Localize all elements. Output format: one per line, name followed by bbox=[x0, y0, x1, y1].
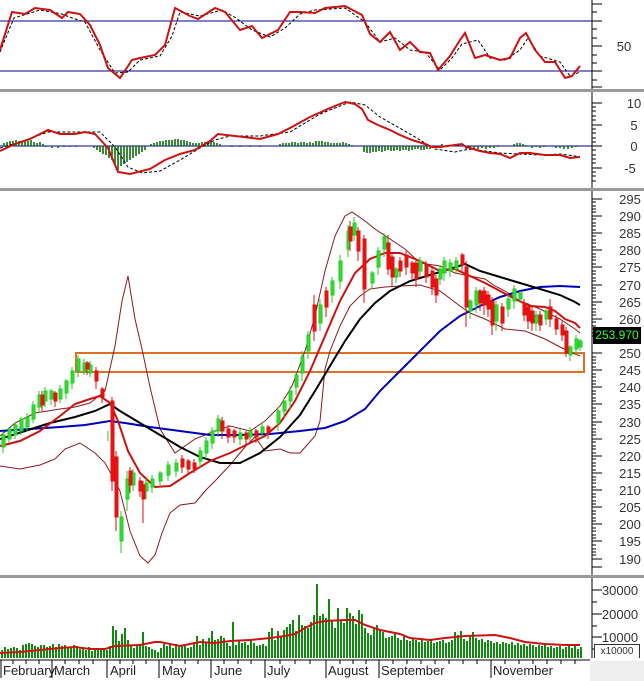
month-label-july: July bbox=[267, 663, 291, 678]
rsi-chart: 50 bbox=[0, 0, 631, 89]
bollinger-upper-band bbox=[0, 211, 581, 454]
price-tick: 245 bbox=[619, 363, 641, 378]
price-candles bbox=[1, 217, 583, 553]
volume-tick-30000: 30000 bbox=[602, 583, 638, 598]
panel-divider bbox=[0, 575, 644, 578]
volume-tick-10000: 10000 bbox=[602, 630, 638, 645]
price-tick: 270 bbox=[619, 278, 641, 293]
price-axis-labels: 295 290 285 280 275 270 265 260 250 245 … bbox=[619, 192, 641, 567]
rsi-signal-line bbox=[0, 7, 581, 77]
price-axis-ticks bbox=[592, 198, 602, 568]
macd-line bbox=[0, 100, 581, 176]
price-tick: 200 bbox=[619, 517, 641, 532]
price-tick: 240 bbox=[619, 380, 641, 395]
price-tick: 215 bbox=[619, 466, 641, 481]
price-tick: 295 bbox=[619, 192, 641, 207]
month-label-march: March bbox=[54, 663, 90, 678]
macd-tick-0: 0 bbox=[630, 139, 637, 154]
price-tick: 230 bbox=[619, 415, 641, 430]
panel-divider bbox=[0, 89, 644, 92]
price-tick: 195 bbox=[619, 534, 641, 549]
macd-tick-neg5: -5 bbox=[624, 161, 636, 176]
macd-axis-ticks bbox=[592, 102, 602, 182]
price-tick: 205 bbox=[619, 500, 641, 515]
macd-tick-5: 5 bbox=[630, 118, 637, 133]
price-tick: 250 bbox=[619, 346, 641, 361]
rsi-tick-50: 50 bbox=[617, 39, 631, 54]
macd-signal-line bbox=[0, 101, 581, 174]
macd-tick-10: 10 bbox=[627, 96, 641, 111]
time-axis: February March April May June July Augus… bbox=[0, 658, 644, 681]
month-label-november: November bbox=[493, 663, 554, 678]
time-axis-ticks bbox=[0, 659, 590, 678]
price-tick: 235 bbox=[619, 397, 641, 412]
rsi-line bbox=[0, 4, 581, 80]
month-label-april: April bbox=[110, 663, 136, 678]
last-price-tag: 253.970 bbox=[593, 327, 641, 344]
panel-divider bbox=[0, 188, 644, 191]
price-tick: 285 bbox=[619, 226, 641, 241]
price-chart: 295 290 285 280 275 270 265 260 250 245 … bbox=[0, 191, 641, 575]
macd-panel: 10 5 0 -5 bbox=[0, 92, 644, 188]
macd-chart: 10 5 0 -5 bbox=[0, 92, 641, 188]
volume-chart: 30000 20000 10000 bbox=[0, 578, 638, 661]
volume-tick-20000: 20000 bbox=[602, 607, 638, 622]
price-tick: 280 bbox=[619, 243, 641, 258]
price-tick: 225 bbox=[619, 432, 641, 447]
month-label-february: February bbox=[3, 663, 56, 678]
price-tick: 220 bbox=[619, 449, 641, 464]
month-label-june: June bbox=[214, 663, 242, 678]
rsi-axis-ticks bbox=[592, 3, 602, 88]
axis-corner bbox=[590, 661, 644, 681]
month-label-september: September bbox=[381, 663, 445, 678]
volume-bars bbox=[1, 584, 582, 661]
month-label-august: August bbox=[328, 663, 369, 678]
time-axis-svg: February March April May June July Augus… bbox=[0, 659, 590, 678]
volume-ma-line bbox=[0, 619, 580, 654]
price-panel: 295 290 285 280 275 270 265 260 250 245 … bbox=[0, 191, 644, 575]
price-tick: 265 bbox=[619, 295, 641, 310]
price-tick: 275 bbox=[619, 260, 641, 275]
volume-axis-ticks bbox=[592, 589, 602, 650]
price-tick: 260 bbox=[619, 312, 641, 327]
price-tick: 290 bbox=[619, 209, 641, 224]
month-label-may: May bbox=[162, 663, 187, 678]
price-tick: 190 bbox=[619, 552, 641, 567]
macd-histogram bbox=[3, 139, 577, 170]
support-zone-box bbox=[75, 352, 585, 373]
rsi-panel: 50 bbox=[0, 0, 644, 89]
volume-panel: 30000 20000 10000 bbox=[0, 578, 644, 661]
price-tick: 210 bbox=[619, 483, 641, 498]
